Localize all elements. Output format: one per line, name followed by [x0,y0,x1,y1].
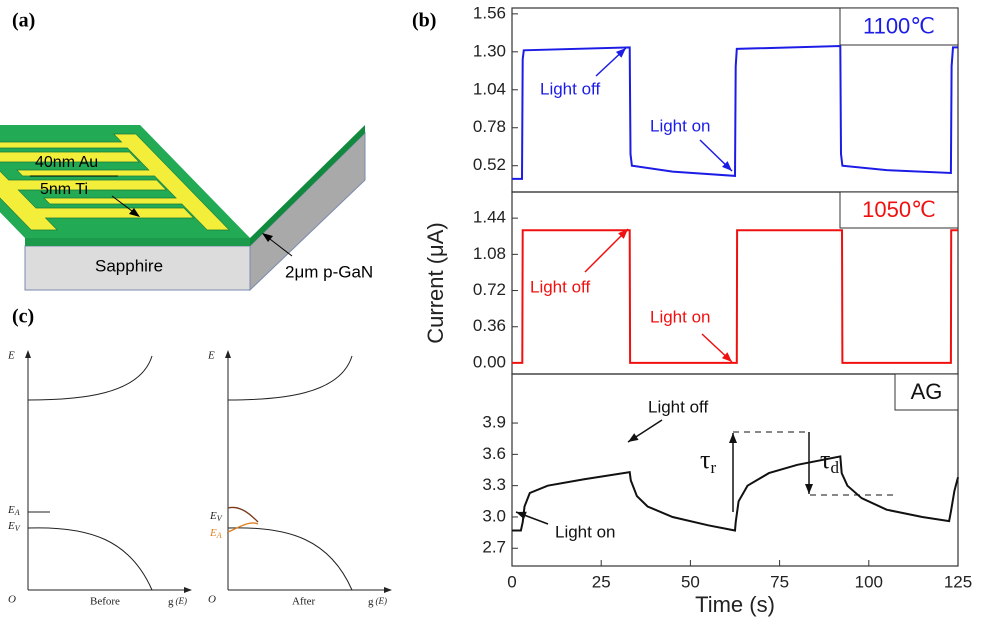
x-tick-label: 25 [592,572,611,591]
annotation: Light off [530,277,590,296]
level-label: EA [209,527,222,540]
arrow-head [628,433,639,442]
band [28,528,152,590]
panel-label: (b) [412,10,436,32]
y-tick-label: 0.78 [473,117,506,136]
figure: (a) (b) (c) 40nm Au 5nm Ti Sapphire 2μm … [0,0,983,630]
x-tick-label: 100 [855,572,883,591]
label-box-text: 1050℃ [862,197,936,222]
y-tick-label: 2.7 [482,538,506,557]
y-tick-label: 0.52 [473,155,506,174]
origin-label: O [8,594,16,606]
band-diagram [28,352,390,590]
band [228,528,352,590]
y-tick-label: 3.6 [482,444,506,463]
arrow-head [184,587,192,593]
arrow-head [729,433,737,443]
x-tick-label: 0 [507,572,516,591]
level-label: EA [7,504,20,517]
y-tick-label: 0.72 [473,280,506,299]
level-sub: V [217,514,223,523]
annotation: Light on [555,522,616,541]
level-label: EV [209,510,223,523]
y-tick-label: 1.56 [473,3,506,22]
axis-symbol: g [368,596,374,608]
y-tick-label: 1.44 [473,208,506,227]
label-box-text: AG [911,379,943,404]
y-tick-label: 0.00 [473,352,506,371]
y-tick-label: 1.08 [473,244,506,263]
tau-sub: r [710,458,716,477]
substrate-label: Sapphire [95,256,163,275]
arrow-head [25,350,31,358]
tau-label: τr [700,445,716,477]
axis-symbol: g [168,596,174,608]
annotation: Light off [648,397,708,416]
arrow-head [225,350,231,358]
annotation: Light off [540,79,600,98]
tau-sub: d [830,458,839,477]
layer-label: 40nm Au [35,154,98,171]
x-axis-label: Time (s) [695,592,775,617]
film-edge [25,238,250,246]
band [28,356,152,400]
caption: After [292,596,316,608]
y-axis-label: Current (μA) [423,222,448,343]
level-sub: A [216,531,222,540]
axis-label: E [207,350,215,362]
y-tick-label: 1.04 [473,79,506,98]
x-tick-label: 125 [944,572,972,591]
label-box-text: 1100℃ [863,13,935,38]
panel-label: (a) [12,10,35,32]
arrow-head [516,512,527,519]
annotation: Light on [650,307,711,326]
tau-symbol: τ [820,445,830,474]
x-tick-label: 75 [770,572,789,591]
band-labels: E O EA EV Before g(E) E O EA EV After g(… [7,350,387,608]
x-tick-label: 50 [681,572,700,591]
tau-symbol: τ [700,445,710,474]
axis-paren: (E) [376,596,388,606]
axis-label: g(E) [168,596,187,608]
level-sub: A [14,508,20,517]
level-sub: V [15,524,21,533]
tau-label: τd [820,445,839,477]
y-tick-label: 1.30 [473,41,506,60]
band [228,507,258,522]
y-tick-label: 0.36 [473,316,506,335]
y-tick-label: 3.0 [482,506,506,525]
annotation: Light on [650,116,711,135]
data-line [512,230,958,363]
band [228,356,352,400]
device-top [0,125,250,238]
caption: Before [90,596,120,608]
y-tick-label: 3.3 [482,475,506,494]
y-tick-label: 3.9 [482,413,506,432]
data-line [512,46,958,179]
level-label: EV [7,520,21,533]
origin-label: O [208,594,216,606]
arrow-head [805,484,813,494]
axis-label: g(E) [368,596,387,608]
film-label: 2μm p-GaN [285,262,373,281]
axis-label: E [7,350,15,362]
panel-label: (c) [12,306,34,328]
data-line [512,456,958,530]
arrow-head [384,587,392,593]
charts: 0.52 0.78 1.04 1.30 1.56 1100℃ Light off Light … [423,3,972,616]
axis-paren: (E) [176,596,188,606]
layer-label: 5nm Ti [40,181,88,198]
